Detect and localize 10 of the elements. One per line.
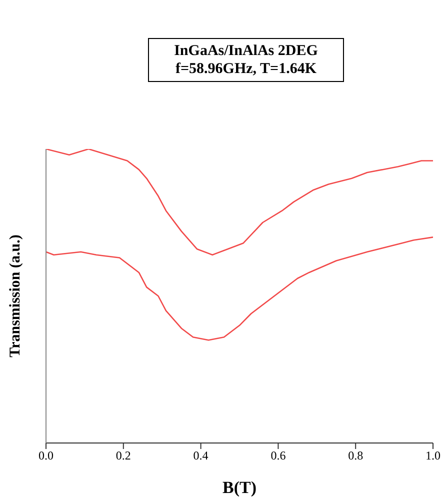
chart-title: InGaAs/InAlAs 2DEG bbox=[173, 42, 319, 60]
x-tick-label: 0.0 bbox=[38, 448, 54, 463]
chart-subtitle: f=58.96GHz, T=1.64K bbox=[174, 60, 318, 78]
y-axis-title: Transmission (a.u.) bbox=[7, 234, 24, 358]
x-tick-label: 0.4 bbox=[193, 448, 208, 463]
x-axis-title: B(T) bbox=[222, 478, 256, 497]
x-tick-label: 1.0 bbox=[426, 448, 440, 463]
x-tick-label: 0.6 bbox=[270, 448, 286, 463]
x-tick-label: 0.2 bbox=[116, 448, 131, 463]
x-tick-label: 0.8 bbox=[348, 448, 364, 463]
